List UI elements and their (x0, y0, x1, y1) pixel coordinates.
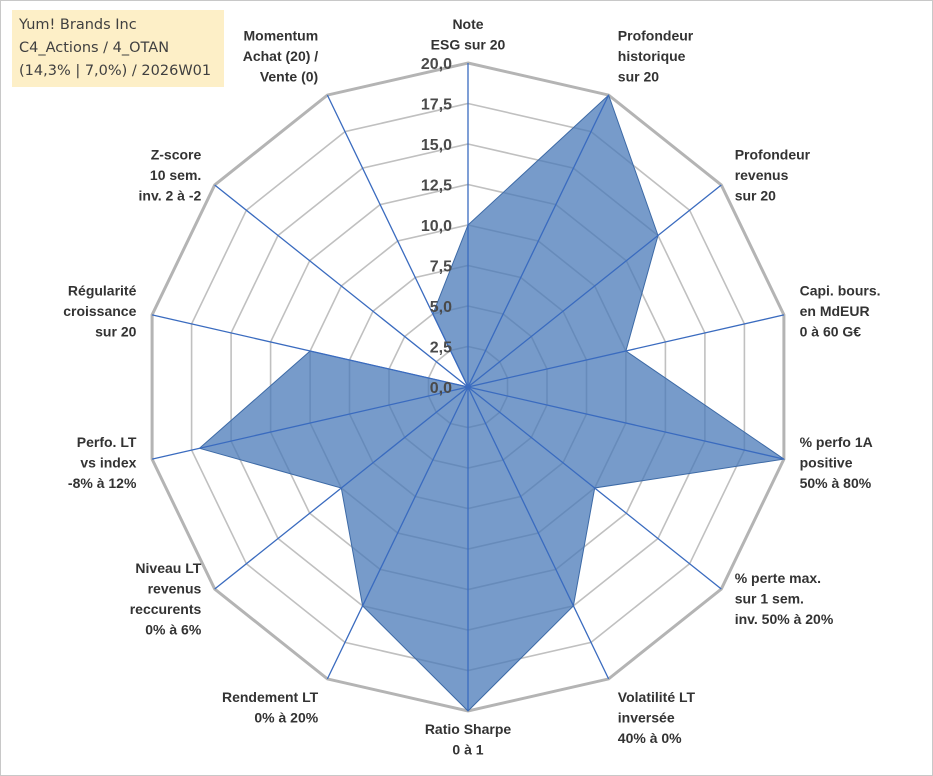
radial-tick-labels: 0,0 2,5 5,0 7,5 10,0 12,5 15,0 17,5 20,0 (421, 56, 452, 397)
axis-spoke (467, 184, 722, 388)
tick-label: 10,0 (421, 218, 452, 235)
axis-label: Ratio Sharpe 0 à 1 (425, 721, 512, 758)
axis-spoke (467, 386, 722, 590)
info-category: C4_Actions / 4_OTAN (19, 40, 170, 56)
axis-label: Profondeur revenus sur 20 (735, 146, 811, 203)
axis-label: Volatilité LT inversée 40% à 0% (618, 689, 696, 746)
axis-labels: Note ESG sur 20 Profondeur historique sur 20… (63, 16, 880, 758)
axis-spoke (214, 386, 469, 590)
tick-label: 7,5 (430, 259, 452, 276)
axis-label: Momentum Achat (20) / Vente (0) (243, 28, 319, 85)
axis-spoke (467, 94, 610, 388)
axis-spoke (467, 314, 785, 388)
axis-label: Régularité croissance sur 20 (63, 283, 136, 340)
axis-label: Rendement LT 0% à 20% (222, 689, 319, 726)
tick-label: 0,0 (430, 380, 452, 397)
axis-spoke (326, 386, 469, 680)
tick-label: 20,0 (421, 56, 452, 73)
axis-spoke (326, 94, 469, 388)
data-series (198, 94, 786, 712)
series-area (198, 94, 786, 712)
info-period: (14,3% | 7,0%) / 2026W01 (19, 63, 212, 79)
axis-label: Profondeur historique sur 20 (618, 28, 694, 85)
axis-spoke (151, 386, 469, 460)
tick-label: 5,0 (430, 299, 452, 316)
axis-label: Note ESG sur 20 (431, 16, 506, 53)
axis-spokes (151, 63, 785, 711)
axis-label: % perfo 1A positive 50% à 80% (800, 434, 873, 491)
axis-label: Capi. bours. en MdEUR 0 à 60 G€ (800, 283, 881, 340)
info-company: Yum! Brands Inc (19, 17, 137, 33)
axis-spoke (214, 184, 469, 388)
axis-spoke (151, 314, 469, 388)
tick-label: 15,0 (421, 137, 452, 154)
axis-label: Perfo. LT vs index -8% à 12% (68, 434, 137, 491)
tick-label: 2,5 (430, 340, 452, 357)
axis-spoke (467, 386, 785, 460)
info-box: Yum! Brands Inc C4_Actions / 4_OTAN (14,… (12, 10, 224, 87)
tick-label: 12,5 (421, 178, 452, 195)
axis-label: Niveau LT revenus reccurents 0% à 6% (130, 560, 202, 638)
axis-label: % perte max. sur 1 sem. inv. 50% à 20% (735, 570, 834, 627)
tick-label: 17,5 (421, 97, 452, 114)
axis-spoke (467, 386, 610, 680)
axis-label: Z-score 10 sem. inv. 2 à -2 (139, 146, 202, 203)
